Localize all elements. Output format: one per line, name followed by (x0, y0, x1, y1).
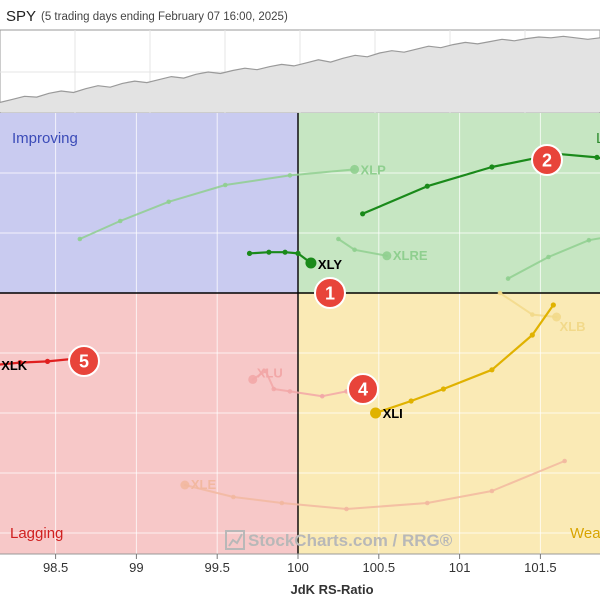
symbol-label-xlu: XLU (257, 365, 283, 380)
tail-point (352, 247, 357, 253)
tail-point (497, 290, 503, 296)
tail-point (279, 500, 285, 506)
x-tick-label: 98.5 (43, 560, 68, 575)
symbol-label-xle: XLE (191, 477, 217, 492)
tail-point (546, 254, 551, 260)
symbol-label-xly: XLY (318, 257, 342, 272)
callout-badge-1: 1 (314, 277, 346, 309)
x-tick-label: 101.5 (524, 560, 557, 575)
tail-point (550, 302, 556, 308)
tail-xlre: XLRE (336, 236, 428, 263)
callout-badge-2: 2 (531, 144, 563, 176)
tail-point (287, 173, 293, 178)
tail-point (529, 332, 535, 338)
tail-point (246, 250, 253, 256)
tail-point (562, 458, 567, 464)
tail-point (530, 312, 535, 317)
grid (0, 113, 600, 554)
x-tick-label: 101 (449, 560, 471, 575)
tail-point (231, 494, 236, 500)
tail-xle: XLE (180, 458, 567, 512)
x-axis-title: JdK RS-Ratio (290, 582, 373, 597)
tail-head-point (248, 374, 258, 384)
tail-head-point (382, 251, 392, 261)
tail-point (440, 386, 447, 392)
tail-line (374, 303, 555, 415)
symbol-label-xlre: XLRE (393, 248, 428, 263)
tail-point (489, 488, 495, 494)
tail-xly: XLY (246, 249, 342, 272)
tail-xlp: XLP (77, 162, 387, 242)
tail-point (295, 250, 301, 256)
tail-head-point (370, 407, 382, 419)
callout-badge-4: 4 (347, 373, 379, 405)
callout-badge-number: 2 (542, 151, 552, 171)
rotation-tails: XLPXLREXLVXLBXLUXLEXLCXLYXLFXLIXLK (0, 151, 600, 512)
x-tick-label: 99.5 (205, 560, 230, 575)
price-strip (0, 29, 600, 114)
tail-point (489, 367, 495, 373)
tail-point (17, 360, 23, 366)
tail-point (424, 500, 430, 506)
tail-line (361, 152, 600, 215)
tail-point (319, 393, 325, 399)
tail-point (271, 386, 277, 392)
callout-badge-number: 5 (79, 352, 89, 372)
x-tick-label: 100 (287, 560, 309, 575)
tail-xlv: XLV (505, 237, 600, 281)
tail-xli: XLI (370, 302, 556, 421)
tail-point (586, 237, 592, 243)
tail-point (266, 249, 272, 255)
header-description: (5 trading days ending February 07 16:00… (41, 11, 288, 23)
quadrant-label-leading: L (596, 130, 600, 147)
symbol-label-xli: XLI (383, 406, 403, 421)
tail-point (336, 236, 341, 242)
tail-point (594, 154, 600, 160)
quadrant-weakening (298, 293, 600, 554)
tail-point (344, 506, 349, 512)
tail-point (287, 389, 293, 394)
tail-point (424, 183, 430, 189)
quadrant-label-improving: Improving (12, 130, 78, 147)
tail-point (408, 398, 414, 404)
tail-head-point (180, 480, 190, 490)
symbol-label-xlb: XLB (560, 319, 586, 334)
quadrant-label-lagging: Lagging (10, 525, 63, 542)
header-symbol: SPY (6, 8, 36, 25)
callout-badge-number: 4 (358, 380, 368, 400)
callout-badge-5: 5 (68, 345, 100, 377)
tail-point (44, 358, 51, 364)
tail-point (282, 249, 288, 255)
price-area (0, 36, 600, 112)
symbol-label-xlk: XLK (1, 358, 28, 373)
tail-point (360, 211, 366, 217)
callout-badge-number: 1 (325, 284, 335, 304)
quadrant-lagging (0, 293, 298, 554)
x-tick-label: 100.5 (363, 560, 396, 575)
tail-point (222, 182, 228, 188)
price-line (0, 35, 600, 103)
stockcharts-logo: StockCharts.com / RRG® (225, 530, 453, 550)
callout-badges: 1 2 4 5 (68, 144, 563, 405)
tail-xlb: XLB (497, 290, 586, 334)
tail-point (77, 236, 83, 242)
x-tick-label: 99 (129, 560, 143, 575)
symbol-label-xlp: XLP (361, 162, 387, 177)
quadrants (0, 113, 600, 554)
tail-head-point (305, 257, 317, 269)
watermark-text: StockCharts.com / RRG® (248, 531, 453, 550)
quadrant-label-weakening: Wea (570, 525, 600, 542)
tail-point (505, 276, 511, 281)
tail-head-point (552, 312, 562, 322)
tail-head-point (350, 164, 360, 174)
quadrant-improving (0, 113, 298, 293)
tail-point (117, 218, 123, 224)
tail-point (489, 164, 495, 170)
quadrant-leading (298, 113, 600, 293)
tail-point (166, 199, 172, 205)
tail-line (78, 168, 356, 240)
tail-point (263, 368, 268, 374)
